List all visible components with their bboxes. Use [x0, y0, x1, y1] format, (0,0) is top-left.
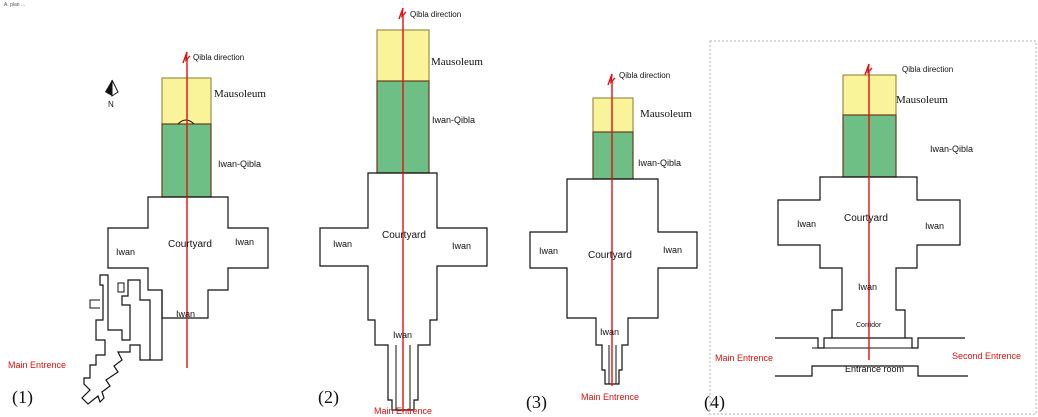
qibla-arrow-icon	[864, 63, 873, 76]
plan-number: (1)	[12, 387, 33, 408]
main-entrance-label: Main Entrence	[8, 360, 66, 370]
qibla-label: Qibla direction	[902, 65, 953, 74]
corridor-top-line	[775, 337, 832, 349]
north-arrow-icon: N	[105, 79, 119, 109]
plan-3: Qibla direction Mausoleum Iwan-Qibla Cou…	[526, 71, 698, 413]
courtyard-label: Courtyard	[844, 213, 888, 224]
iwan-bottom-label: Iwan	[858, 282, 877, 292]
courtyard-label: Courtyard	[168, 239, 212, 250]
plan-number: (4)	[704, 392, 725, 413]
main-entrance-label: Main Entrence	[374, 406, 432, 416]
plan-frame	[709, 40, 1037, 415]
iwan-right-label: Iwan	[925, 221, 944, 231]
iwan-left-label: Iwan	[539, 246, 558, 256]
mausoleum-label: Mausoleum	[640, 108, 692, 120]
iwan-qibla-block	[592, 131, 634, 180]
iwan-bottom-label: Iwan	[176, 309, 195, 319]
north-label: N	[108, 100, 114, 109]
plan-2: Qibla direction Mausoleum Iwan-Qibla Cou…	[318, 7, 488, 416]
main-entrance-label: Main Entrence	[581, 392, 639, 402]
qibla-arrow-icon	[182, 51, 191, 64]
entrance-room-outline	[775, 365, 968, 377]
iwan-qibla-label: Iwan-Qibla	[218, 159, 261, 169]
header-text: A. plan ...	[4, 2, 25, 8]
qibla-label: Qibla direction	[193, 53, 244, 62]
courtyard-label: Courtyard	[588, 250, 632, 261]
iwan-qibla-label: Iwan-Qibla	[432, 115, 475, 125]
iwan-right-label: Iwan	[452, 241, 471, 251]
courtyard-label: Courtyard	[382, 230, 426, 241]
plan-4: Qibla direction Mausoleum Iwan-Qibla Cou…	[704, 40, 1037, 415]
qibla-label: Qibla direction	[410, 10, 461, 19]
entrance-room-label: Entrance room	[845, 364, 904, 374]
mausoleum-label: Mausoleum	[431, 56, 483, 68]
plan-number: (2)	[318, 387, 339, 408]
plan-1: N Qibla direction Mausoleum Iwan-Qibla C…	[8, 51, 269, 408]
iwan-left-label: Iwan	[116, 247, 135, 257]
courtyard-outline	[107, 196, 269, 319]
iwan-left-label: Iwan	[797, 219, 816, 229]
qibla-arrow-icon	[398, 7, 407, 20]
courtyard-outline	[529, 178, 698, 385]
iwan-qibla-label: Iwan-Qibla	[638, 158, 681, 168]
qibla-label: Qibla direction	[619, 71, 670, 80]
plan-number: (3)	[526, 392, 547, 413]
qibla-arrow-icon	[607, 73, 616, 86]
main-entrance-label: Main Entrence	[715, 353, 773, 363]
mausoleum-label: Mausoleum	[896, 94, 948, 106]
iwan-bottom-label: Iwan	[393, 330, 412, 340]
iwan-bottom-label: Iwan	[600, 327, 619, 337]
courtyard-outline	[319, 172, 488, 411]
iwan-qibla-label: Iwan-Qibla	[930, 144, 973, 154]
iwan-right-label: Iwan	[663, 245, 682, 255]
mausoleum-block	[592, 97, 634, 133]
mausoleum-label: Mausoleum	[214, 88, 266, 100]
iwan-left-label: Iwan	[333, 239, 352, 249]
second-entrance-label: Second Entrence	[952, 351, 1021, 361]
annex-outline	[81, 274, 163, 405]
corridor-label: Corridor	[856, 322, 882, 329]
iwan-right-label: Iwan	[235, 237, 254, 247]
